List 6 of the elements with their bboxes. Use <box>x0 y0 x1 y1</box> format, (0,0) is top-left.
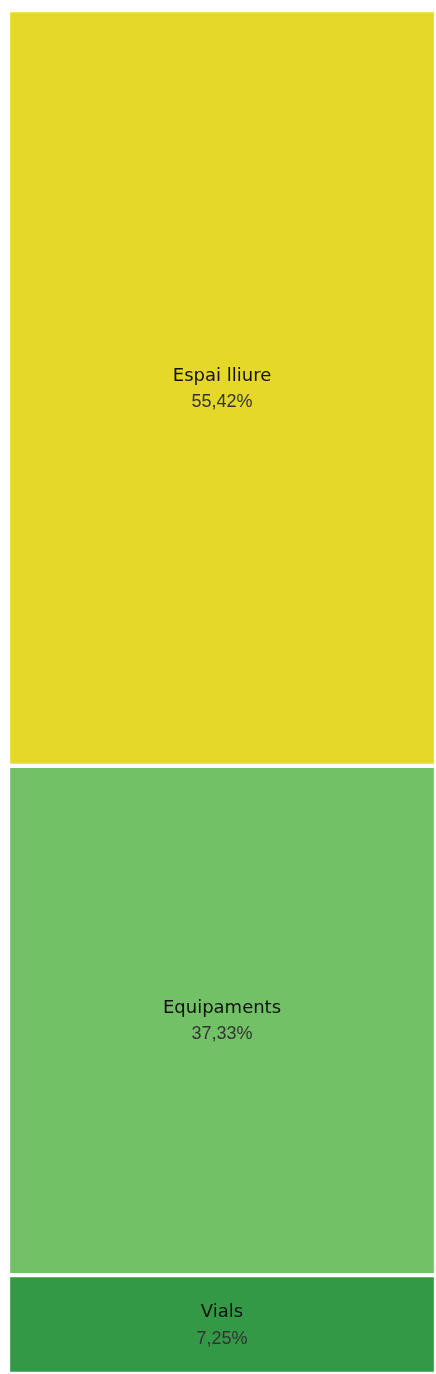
category-label: Espai lliure <box>172 363 272 385</box>
data-label: 37,33% <box>191 1023 253 1044</box>
category-label: Equipaments <box>162 996 282 1018</box>
data-label: 55,42% <box>191 390 253 411</box>
category-label: Vials <box>200 1300 244 1322</box>
data-label: 7,25% <box>196 1327 248 1348</box>
